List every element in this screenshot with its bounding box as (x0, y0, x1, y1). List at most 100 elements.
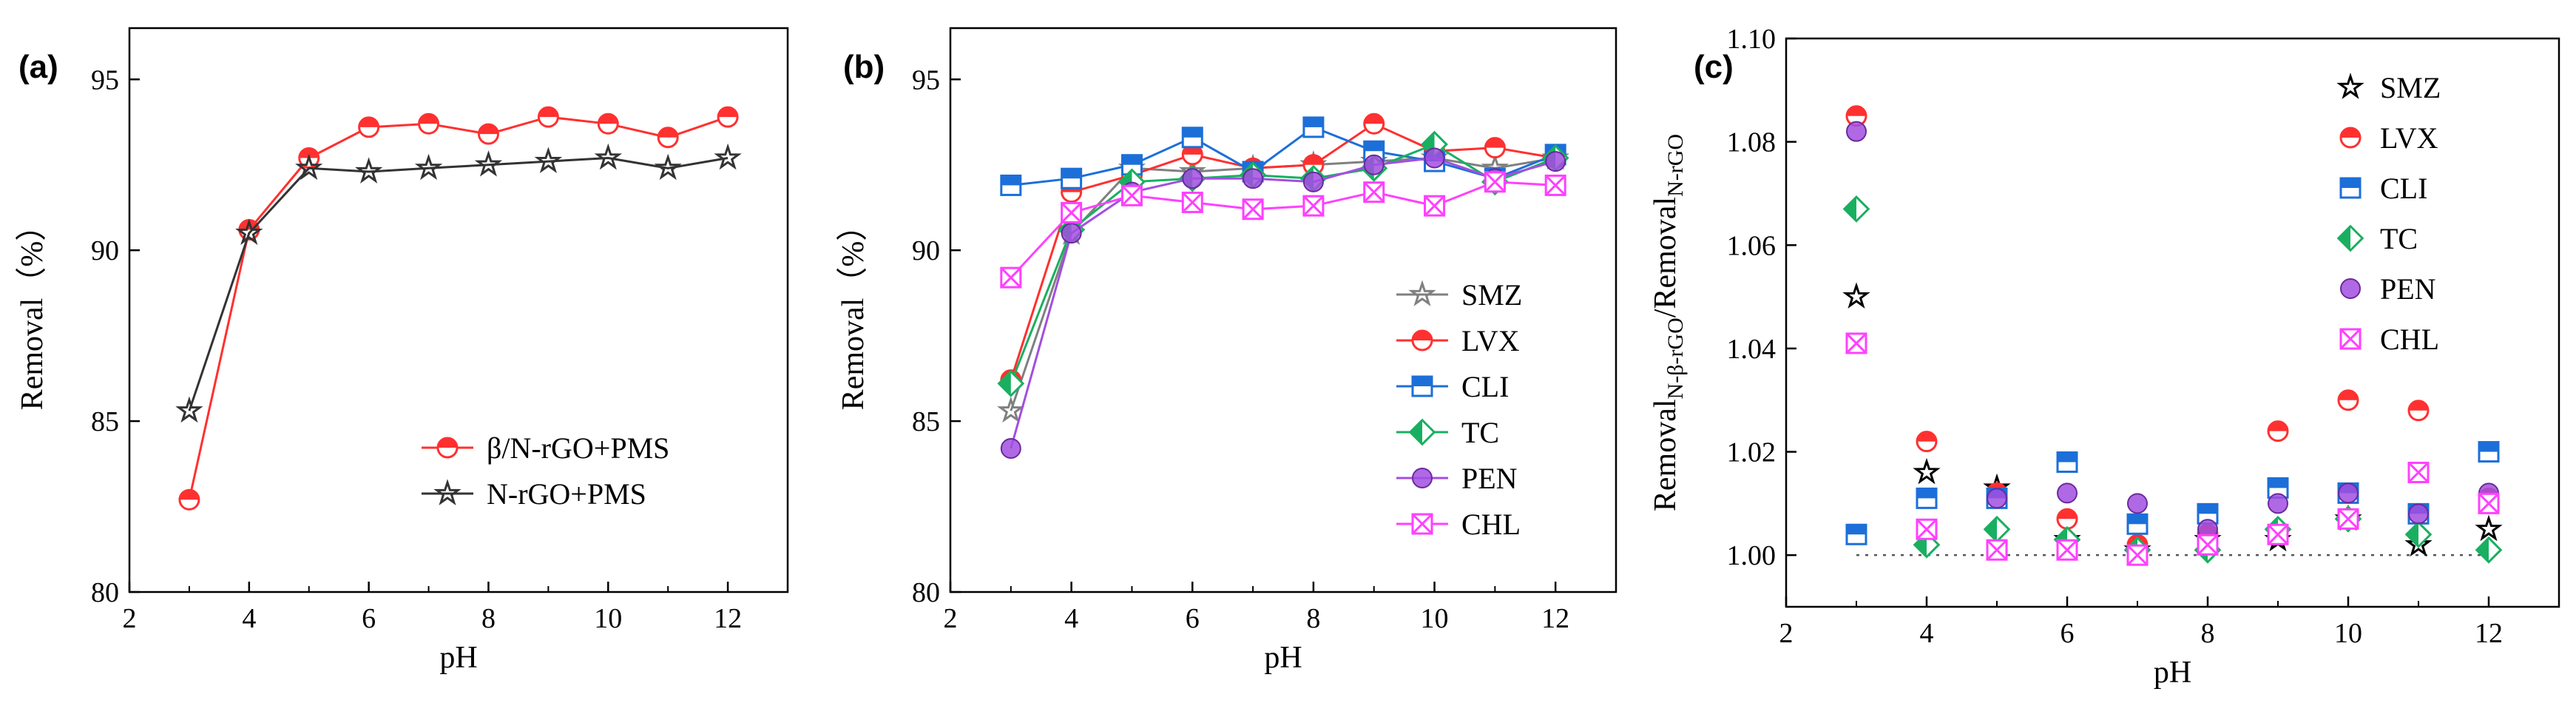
series-pen-point (1424, 147, 1445, 169)
y-label-text: Removal (1649, 399, 1683, 511)
legend-entry-lvx: LVX (2339, 121, 2438, 155)
legend-entry-smz: SMZ (2336, 71, 2441, 104)
series-pen-point (2408, 503, 2429, 525)
x-tick-label: 10 (1421, 603, 1449, 634)
series-n-rgo-pms-point-shape (414, 153, 443, 181)
series-chl-point (1916, 518, 1938, 540)
series-chl-point-cross (2407, 462, 2430, 483)
series--n-rgo-pms-point (178, 488, 200, 511)
x-tick-label: 4 (1920, 618, 1934, 649)
series-pen-point (1302, 171, 1324, 192)
y-axis-label: Removal（%） (836, 210, 871, 411)
series-smz-point (997, 396, 1025, 423)
series-cli-point (2478, 441, 2500, 463)
legend-marker-cross (2339, 328, 2362, 350)
legend-marker (1411, 513, 1433, 535)
legend: SMZ LVX CLI TC PEN CHL (2336, 71, 2441, 356)
series-cli-point (1302, 116, 1325, 138)
panel-b: (b) 2 4 6 8 10 12 80 85 90 95 pH Removal（%） SMZ LVX CLI… (836, 27, 1617, 675)
series-lvx-point-fill (2409, 400, 2428, 411)
legend-label: PEN (2380, 272, 2436, 306)
series-lvx-point-fill (1364, 114, 1384, 124)
series-pen-point (2268, 493, 2288, 514)
series-cli-point-fill (2128, 514, 2147, 525)
legend-label: CHL (1461, 508, 1521, 541)
series--n-rgo-pms-point-fill (359, 117, 379, 127)
series-chl-point-cross (1000, 267, 1021, 289)
series-n-rgo-pms-point (594, 143, 623, 170)
series-chl-point-cross (2478, 493, 2500, 514)
series-smz-point-shape (2475, 514, 2503, 542)
series-chl-point (1424, 195, 1446, 217)
series-lvx-point (2056, 508, 2078, 530)
series-pen-point (1846, 121, 1867, 142)
series-chl-point-cross (2126, 545, 2149, 566)
series-pen-point-shape (2127, 493, 2148, 514)
legend-entry-smz: SMZ (1396, 278, 1522, 312)
series-pen-point (1363, 154, 1385, 175)
x-tick-label: 4 (242, 603, 256, 634)
y-tick-label: 1.06 (1727, 230, 1777, 261)
x-tick-label: 6 (362, 603, 376, 634)
panel-label: (a) (18, 49, 58, 85)
legend-label: SMZ (1461, 278, 1522, 312)
legend-label: SMZ (2380, 71, 2441, 104)
series--n-rgo-pms-point (477, 123, 499, 145)
series-n-rgo-pms-line (188, 156, 728, 411)
y-label-subscript: N-β-rGO (1663, 317, 1688, 399)
series--n-rgo-pms-point-fill (718, 107, 738, 118)
series-n-rgo-pms-point (474, 150, 503, 177)
panel-label: (b) (843, 49, 885, 85)
plot-frame (128, 27, 789, 593)
y-tick-label: 1.08 (1727, 127, 1777, 158)
legend-entry-chl: CHL (1396, 508, 1521, 541)
y-tick-label: 1.00 (1727, 540, 1777, 571)
series-pen-point (1243, 168, 1264, 189)
legend-marker-fill (1410, 420, 1422, 445)
series-lvx-line (1010, 122, 1556, 381)
series-n-rgo-pms-point (175, 396, 203, 423)
legend-marker-shape (2336, 73, 2364, 99)
y-tick-label: 85 (912, 406, 940, 437)
series-chl-point-cross (1302, 195, 1324, 217)
legend-label: N-rGO+PMS (487, 477, 646, 511)
series-tc-point (2404, 520, 2433, 548)
series-smz-point-shape (2404, 530, 2433, 557)
series-chl-point (1120, 184, 1143, 206)
x-tick-label: 4 (1064, 603, 1078, 634)
series-chl-point (1845, 332, 1867, 354)
series--n-rgo-pms-point (418, 112, 440, 135)
series-cli-line (1010, 126, 1556, 186)
series-chl-point-cross (1424, 195, 1445, 217)
series-tc-point (2475, 536, 2503, 564)
series-cli (1845, 441, 2500, 545)
x-axis-label: pH (439, 641, 477, 675)
series-lvx-point (2407, 400, 2430, 422)
plot-frame (1785, 37, 2560, 608)
series-pen-point-shape (1545, 151, 1566, 172)
series-lvx-point-fill (2058, 509, 2077, 519)
panel-c: (c) 2 4 6 8 10 12 1.00 1.02 1.04 1.06 1.08 1.10 pH Rem… (1649, 24, 2560, 690)
series--n-rgo-pms-point-fill (598, 114, 618, 124)
series-chl-point-cross (2197, 534, 2219, 556)
legend-label: LVX (1461, 324, 1520, 357)
series-tc-point-fill (1984, 517, 1997, 542)
legend-marker (1411, 329, 1433, 352)
x-tick-label: 2 (123, 603, 137, 634)
legend-entry-tc: TC (2336, 222, 2418, 255)
legend-label: CLI (1461, 370, 1509, 403)
series-chl-line (1010, 181, 1556, 279)
series-pen-point-shape (2057, 482, 2078, 504)
series-cli-point (1000, 174, 1022, 196)
series-lvx-point-fill (1485, 138, 1505, 148)
series-n-rgo-pms-point (654, 153, 682, 181)
series-tc-point-fill (2476, 537, 2489, 562)
y-axis-label: Removal（%） (16, 210, 50, 411)
legend-entry-cli: CLI (2339, 172, 2427, 205)
series--n-rgo-pms-point-fill (479, 124, 498, 135)
y-tick-label: 90 (912, 235, 940, 266)
legend-marker (2339, 328, 2362, 350)
legend-label: β/N-rGO+PMS (487, 431, 669, 465)
series-n-rgo-pms-point-shape (714, 143, 742, 170)
series-cli-point-fill (1364, 141, 1384, 152)
